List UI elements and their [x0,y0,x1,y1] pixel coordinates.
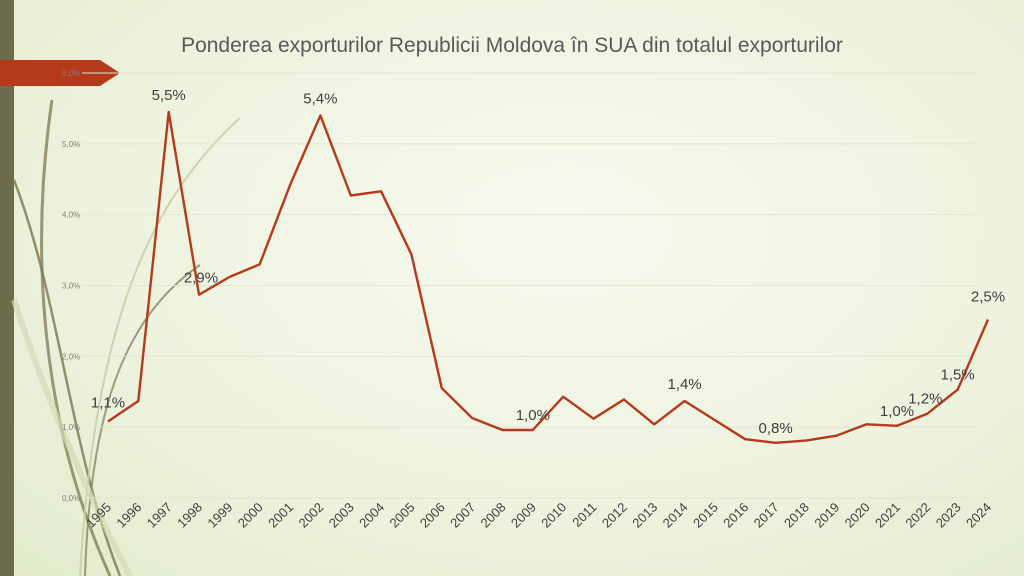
x-tick-label: 2021 [872,500,903,531]
x-tick-label: 2016 [720,500,751,531]
data-label: 5,5% [152,87,186,104]
y-tick-label: 2,0% [62,352,80,361]
x-tick-label: 2006 [417,500,448,531]
data-label: 1,0% [880,403,914,420]
x-tick-label: 2010 [538,500,569,531]
x-tick-label: 2012 [599,500,630,531]
x-tick-label: 2024 [963,500,994,531]
x-tick-label: 2008 [478,500,509,531]
x-tick-label: 2002 [295,500,326,531]
x-tick-label: 2015 [690,500,721,531]
data-label: 1,5% [941,367,975,384]
x-tick-label: 2004 [356,500,387,531]
x-tick-label: 1997 [144,500,175,531]
x-tick-label: 2009 [508,500,539,531]
y-tick-label: 0,0% [62,494,80,503]
x-tick-label: 1995 [83,500,114,531]
x-tick-label: 2007 [447,500,478,531]
chart-title: Ponderea exporturilor Republicii Moldova… [181,34,843,57]
y-tick-label: 1,0% [62,423,80,432]
x-tick-label: 1996 [113,500,144,531]
curved-lines-decor [11,99,241,576]
data-label: 1,2% [908,391,942,408]
y-tick-label: 6,0% [62,69,80,78]
x-tick-label: 2019 [811,500,842,531]
x-tick-label: 2014 [660,500,691,531]
x-tick-label: 2001 [265,500,296,531]
y-tick-label: 5,0% [62,140,80,149]
x-tick-label: 2011 [569,500,599,530]
x-tick-label: 2022 [902,500,933,531]
x-tick-label: 2000 [235,500,266,531]
data-label: 2,5% [971,289,1005,306]
data-label: 1,4% [667,376,701,393]
y-tick-label: 3,0% [62,282,80,291]
x-tick-label: 2018 [781,500,812,531]
data-label: 0,8% [758,420,792,437]
data-label: 2,9% [184,270,218,287]
data-label: 1,1% [91,395,125,412]
x-tick-label: 2013 [629,500,660,531]
y-tick-label: 4,0% [62,211,80,220]
left-sidebar-bar [0,0,14,576]
x-tick-label: 2020 [842,500,873,531]
x-tick-label: 1998 [174,500,205,531]
data-label: 1,0% [516,407,550,424]
x-tick-label: 2005 [387,500,418,531]
x-tick-label: 2003 [326,500,357,531]
series-line [107,110,990,444]
x-tick-label: 2023 [933,500,964,531]
data-label: 5,4% [303,91,337,108]
x-tick-label: 2017 [751,500,782,531]
accent-tab [0,60,120,86]
x-tick-label: 1999 [204,500,235,531]
